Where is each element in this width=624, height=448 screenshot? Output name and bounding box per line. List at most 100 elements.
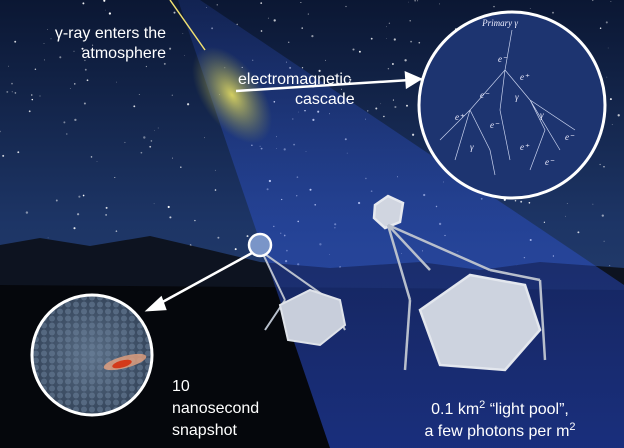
star (610, 1, 612, 2)
star (414, 0, 416, 2)
snapshot-label: 10 (172, 378, 190, 395)
star (39, 95, 41, 97)
text: a few photons per m (424, 423, 569, 440)
particle-label: e⁻ (498, 54, 508, 64)
star (565, 215, 566, 217)
text: “light pool”, (485, 401, 569, 418)
star (84, 59, 86, 62)
star (577, 231, 580, 234)
star (260, 2, 263, 4)
star (217, 236, 220, 239)
star (171, 157, 173, 159)
star (386, 26, 387, 28)
star (605, 21, 608, 24)
shower-streak (192, 46, 272, 144)
star (194, 219, 196, 222)
star (418, 41, 421, 44)
star (566, 202, 568, 204)
star (543, 221, 546, 223)
star (82, 194, 85, 197)
star (406, 104, 408, 107)
star (617, 114, 620, 117)
star (603, 240, 605, 242)
star (345, 5, 347, 8)
star (150, 140, 153, 142)
star (311, 35, 314, 38)
star (0, 130, 1, 133)
star (380, 103, 382, 105)
star (25, 211, 29, 214)
star (393, 38, 396, 41)
star (83, 102, 86, 105)
star (529, 8, 531, 9)
star (408, 1, 409, 3)
star (140, 151, 143, 154)
star (394, 105, 397, 109)
particle-label: e⁺ (520, 72, 530, 82)
star (599, 163, 601, 166)
star (493, 5, 495, 8)
star (14, 40, 17, 43)
star (73, 227, 76, 230)
star (171, 94, 173, 96)
star (300, 2, 302, 3)
star (103, 0, 106, 2)
star (409, 19, 411, 22)
star (86, 79, 89, 82)
star (138, 94, 140, 95)
arrows (144, 71, 423, 312)
star (318, 69, 321, 72)
star (386, 38, 387, 39)
star (124, 141, 126, 144)
particle-label: γ (540, 110, 544, 120)
cascade-label: cascade (295, 91, 355, 108)
star (603, 166, 605, 168)
particle-label: e⁻ (565, 132, 575, 142)
star (182, 32, 184, 34)
star (153, 203, 155, 205)
particle-label: γ (470, 142, 474, 152)
superscript: 2 (479, 399, 485, 411)
star (383, 115, 385, 118)
star (17, 151, 20, 154)
star (157, 127, 159, 129)
star (325, 59, 326, 61)
star (7, 65, 9, 67)
cascade-label: electromagnetic (238, 71, 351, 88)
star (609, 98, 612, 101)
star (611, 124, 613, 126)
star (43, 43, 45, 44)
star (74, 83, 76, 85)
star (47, 29, 49, 31)
star (149, 145, 152, 148)
superscript: 2 (569, 421, 575, 433)
star (81, 47, 84, 50)
star (388, 22, 391, 24)
text: 0.1 km (431, 401, 479, 418)
light-pool-label: 0.1 km2 “light pool”, (431, 399, 569, 418)
star (108, 12, 112, 15)
star (340, 88, 342, 90)
star (90, 156, 93, 158)
snapshot-label: nanosecond (172, 400, 259, 417)
star (133, 105, 136, 108)
star (601, 214, 604, 217)
cascade-tracks (439, 29, 576, 176)
star (607, 47, 609, 49)
star (216, 4, 218, 6)
gamma-label: γ-ray enters the (55, 25, 166, 42)
star (358, 50, 361, 53)
star (204, 137, 205, 139)
pixel-marker (247, 232, 273, 258)
particle-label: e⁻ (545, 157, 555, 167)
star (234, 248, 237, 251)
star (417, 0, 419, 2)
gamma-track (169, 0, 206, 51)
gamma-label: atmosphere (82, 45, 167, 62)
star (92, 44, 94, 46)
star (84, 68, 87, 71)
star (352, 48, 355, 51)
star (74, 118, 77, 122)
particle-label: γ (515, 92, 519, 102)
